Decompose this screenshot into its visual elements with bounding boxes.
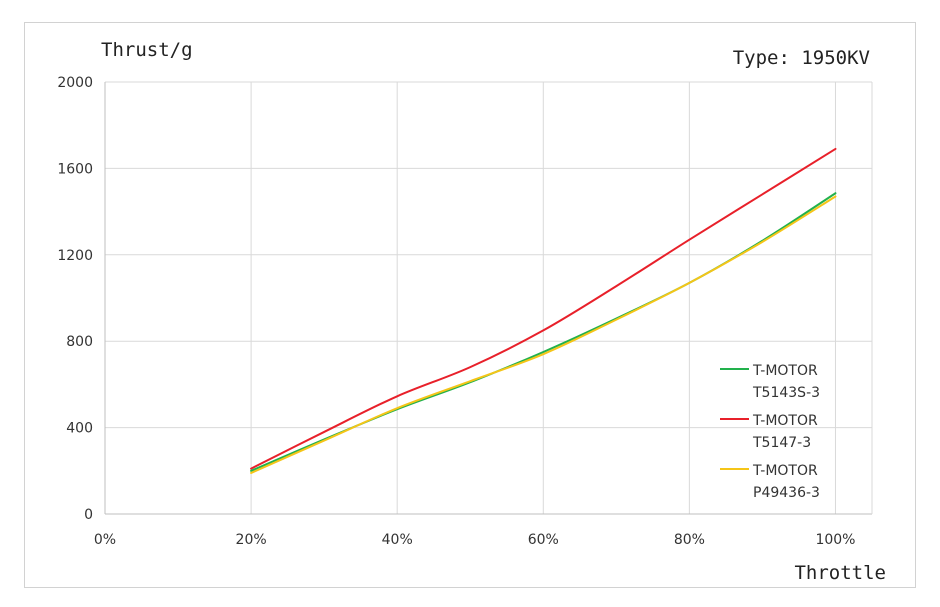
x-tick-label: 0% xyxy=(94,532,116,548)
legend-label-3-line1: T-MOTOR xyxy=(752,463,818,479)
y-tick-label: 1200 xyxy=(57,248,93,264)
series-lines xyxy=(250,147,837,474)
y-tick-label: 2000 xyxy=(57,75,93,91)
axes xyxy=(104,82,873,515)
grid-lines xyxy=(105,81,872,514)
y-axis-label: Thrust/g xyxy=(101,39,193,61)
x-tick-label: 80% xyxy=(674,532,705,548)
chart-frame xyxy=(24,22,916,588)
legend-label-2-line1: T-MOTOR xyxy=(752,413,818,429)
legend-label-3-line2: P49436-3 xyxy=(753,485,820,501)
x-tick-label: 100% xyxy=(815,532,855,548)
x-axis-label: Throttle xyxy=(794,562,886,584)
y-tick-label: 0 xyxy=(84,507,93,523)
x-tick-label: 40% xyxy=(382,532,413,548)
legend-label-2-line2: T5147-3 xyxy=(752,435,811,451)
type-annotation: Type: 1950KV xyxy=(733,47,870,69)
legend: T-MOTOR T5143S-3 T-MOTOR T5147-3 T-MOTOR P494… xyxy=(720,363,820,501)
x-tick-label: 60% xyxy=(528,532,559,548)
series-line-3 xyxy=(250,195,837,474)
tick-labels: 0 400 800 1200 1600 2000 0% 20% 40% 60% 80% 100% xyxy=(57,75,855,548)
y-tick-label: 1600 xyxy=(57,161,93,177)
legend-label-1-line2: T5143S-3 xyxy=(752,385,820,401)
x-tick-label: 20% xyxy=(236,532,267,548)
series-line-2 xyxy=(250,147,837,470)
y-tick-label: 800 xyxy=(66,334,93,350)
legend-label-1-line1: T-MOTOR xyxy=(752,363,818,379)
y-tick-label: 400 xyxy=(66,421,93,437)
